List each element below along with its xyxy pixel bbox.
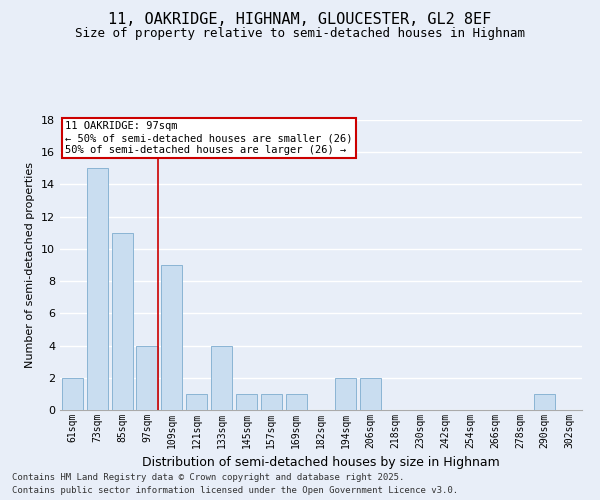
Bar [136,346,158,410]
Bar [335,378,356,410]
Text: Contains public sector information licensed under the Open Government Licence v3: Contains public sector information licen… [12,486,458,495]
Y-axis label: Number of semi-detached properties: Number of semi-detached properties [25,162,35,368]
Text: Size of property relative to semi-detached houses in Highnam: Size of property relative to semi-detach… [75,28,525,40]
Bar [261,394,282,410]
Text: 11 OAKRIDGE: 97sqm
← 50% of semi-detached houses are smaller (26)
50% of semi-de: 11 OAKRIDGE: 97sqm ← 50% of semi-detache… [65,122,353,154]
Bar [62,378,83,410]
Bar [112,233,133,410]
Bar [161,265,182,410]
Bar [286,394,307,410]
Bar [534,394,555,410]
X-axis label: Distribution of semi-detached houses by size in Highnam: Distribution of semi-detached houses by … [142,456,500,469]
Bar [236,394,257,410]
Bar [211,346,232,410]
Bar [87,168,108,410]
Text: Contains HM Land Registry data © Crown copyright and database right 2025.: Contains HM Land Registry data © Crown c… [12,474,404,482]
Text: 11, OAKRIDGE, HIGHNAM, GLOUCESTER, GL2 8EF: 11, OAKRIDGE, HIGHNAM, GLOUCESTER, GL2 8… [109,12,491,28]
Bar [186,394,207,410]
Bar [360,378,381,410]
